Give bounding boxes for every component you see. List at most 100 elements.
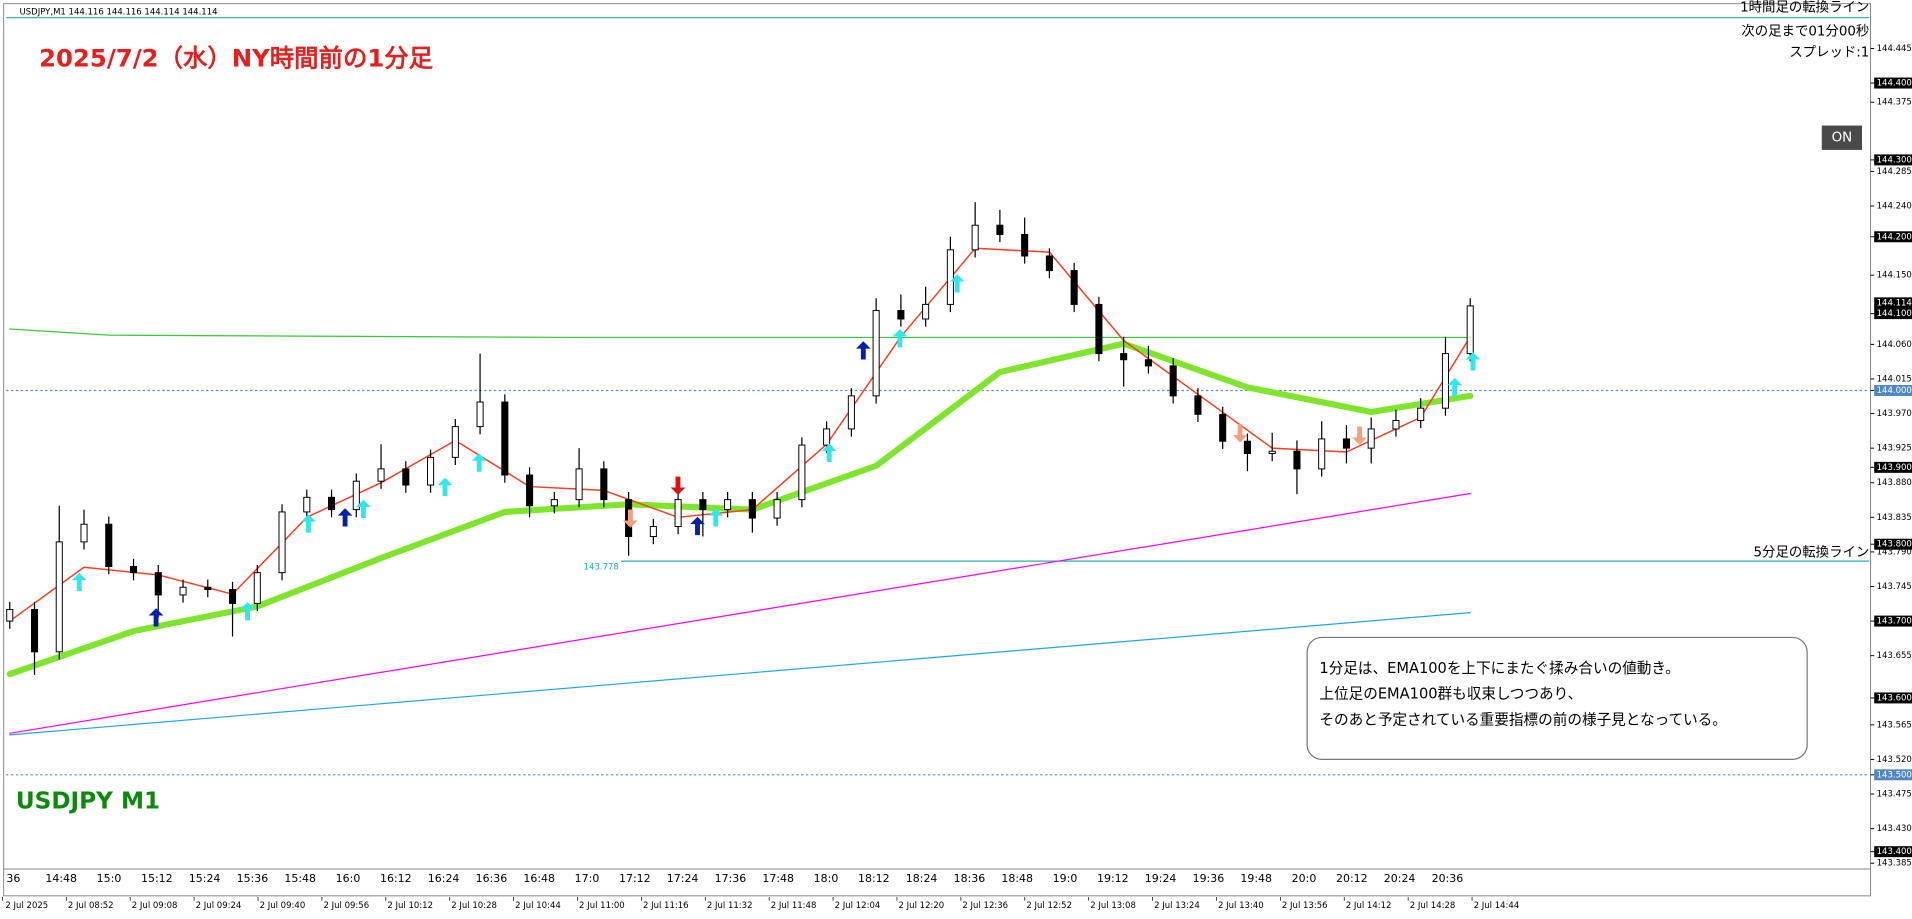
y-tick-label: 143.500: [1877, 770, 1912, 780]
x-tick-label: 16:48: [523, 872, 555, 885]
chart-title: 2025/7/2（水）NY時間前の1分足: [39, 44, 434, 73]
y-tick-label: 144.400: [1877, 79, 1912, 89]
signal-arrow: [301, 514, 316, 533]
x-tick-label: 2 Jul 09:24: [196, 901, 242, 911]
y-tick-label: 144.300: [1877, 155, 1912, 165]
indicator-line: [9, 492, 1471, 734]
line-label: 1時間足の転換ライン: [1740, 0, 1869, 15]
candle-body: [724, 499, 732, 511]
candle-body: [1293, 450, 1301, 470]
x-tick-label: 16:24: [428, 872, 460, 885]
candle-body: [55, 541, 63, 653]
x-tick-label: 16:36: [476, 872, 508, 885]
y-tick-label: 144.285: [1877, 167, 1912, 177]
signal-arrow: [240, 602, 255, 621]
signal-arrow: [1447, 377, 1463, 397]
x-tick-label: 2 Jul 2025: [5, 901, 48, 911]
y-tick-label: 144.015: [1877, 374, 1912, 384]
x-tick-label: 17:24: [667, 872, 699, 885]
signal-arrow: [623, 509, 638, 528]
x-tick-label: 18:0: [814, 872, 839, 885]
signal-arrow: [1232, 424, 1248, 443]
on-button[interactable]: [1821, 125, 1863, 150]
candle-body: [253, 572, 261, 604]
candle-body: [1021, 233, 1029, 257]
price-tag-box: [1874, 297, 1912, 309]
annotation-text: そのあと予定されている重要指標の前の様子見となっている。: [1319, 711, 1727, 728]
candle-body: [1466, 305, 1474, 355]
line-label: 5分足の転換ライン: [1754, 545, 1870, 561]
candle-body: [328, 496, 336, 511]
x-tick-label: 17:36: [715, 872, 747, 885]
candle-body: [674, 499, 682, 528]
candle-body: [501, 401, 509, 476]
candle-body: [6, 609, 14, 622]
x-tick-label: 20:0: [1292, 872, 1317, 885]
x-tick-label: 16:0: [336, 872, 361, 885]
x-tick-label: 16:12: [380, 872, 412, 885]
y-tick-label: 143.655: [1877, 651, 1912, 661]
candle-body: [1392, 419, 1400, 430]
x-tick-label: 18:48: [1001, 872, 1033, 885]
candle-body: [1417, 407, 1425, 421]
y-tick-label: 144.240: [1877, 202, 1912, 212]
y-tick-label: 143.880: [1877, 478, 1912, 488]
candle-body: [1045, 255, 1053, 272]
signal-arrow: [690, 516, 705, 536]
time-bar: [3, 868, 1872, 897]
candle-body: [427, 456, 435, 486]
candle-body: [946, 249, 954, 305]
price-tag: 144.114: [1877, 298, 1912, 308]
x-tick-label: 2 Jul 13:08: [1090, 901, 1136, 911]
annotation-box: [1306, 636, 1808, 760]
x-tick-label: 2 Jul 12:52: [1026, 901, 1072, 911]
signal-arrow: [708, 508, 724, 527]
x-tick-label: 19:24: [1145, 872, 1177, 885]
candle-body: [748, 499, 756, 519]
x-tick-label: 2 Jul 08:52: [68, 901, 114, 911]
candle-body: [699, 499, 707, 511]
candle-body: [600, 468, 608, 501]
x-tick-label: 18:12: [858, 872, 890, 885]
x-tick-label: 17:0: [575, 872, 600, 885]
x-tick-label: 18:36: [954, 872, 986, 885]
candle-body: [773, 499, 781, 519]
x-tick-label: 2 Jul 09:08: [132, 901, 178, 911]
candle-body: [847, 395, 855, 430]
y-tick-label: 144.445: [1877, 44, 1912, 54]
signal-arrow: [892, 329, 908, 348]
x-tick-label: 2 Jul 10:44: [515, 901, 561, 911]
candle-body: [179, 586, 187, 596]
signal-arrow: [437, 477, 453, 497]
y-tick-label: 143.835: [1877, 513, 1912, 523]
candle-body: [823, 428, 831, 446]
y-tick-label: 143.970: [1877, 409, 1912, 419]
y-tick-label: 143.800: [1877, 540, 1912, 550]
y-tick-label: 143.925: [1877, 444, 1912, 454]
candle-body: [922, 303, 930, 320]
x-tick-label: 2 Jul 11:00: [579, 901, 625, 911]
x-tick-label: 15:36: [237, 872, 269, 885]
signal-arrow: [949, 274, 965, 293]
x-tick-label: 19:0: [1053, 872, 1078, 885]
y-tick-label: 143.385: [1877, 859, 1912, 869]
y-tick-box: [1874, 231, 1912, 243]
y-tick-label: 143.400: [1877, 847, 1912, 857]
x-tick-label: 19:36: [1193, 872, 1225, 885]
candle-body: [303, 496, 311, 513]
chart-subtitle: USDJPY M1: [16, 788, 160, 814]
on-button-label[interactable]: ON: [1832, 131, 1853, 146]
candle-body: [402, 468, 410, 486]
y-tick-label: 143.745: [1877, 582, 1912, 592]
candle-body: [1120, 353, 1128, 361]
x-tick-label: 2 Jul 12:04: [835, 901, 881, 911]
candle-body: [352, 480, 360, 511]
x-tick-label: 2 Jul 13:40: [1218, 901, 1264, 911]
candle-body: [1367, 428, 1375, 449]
x-tick-label: 2 Jul 11:48: [771, 901, 817, 911]
candle-body: [526, 474, 534, 507]
x-tick-label: 18:24: [906, 872, 938, 885]
